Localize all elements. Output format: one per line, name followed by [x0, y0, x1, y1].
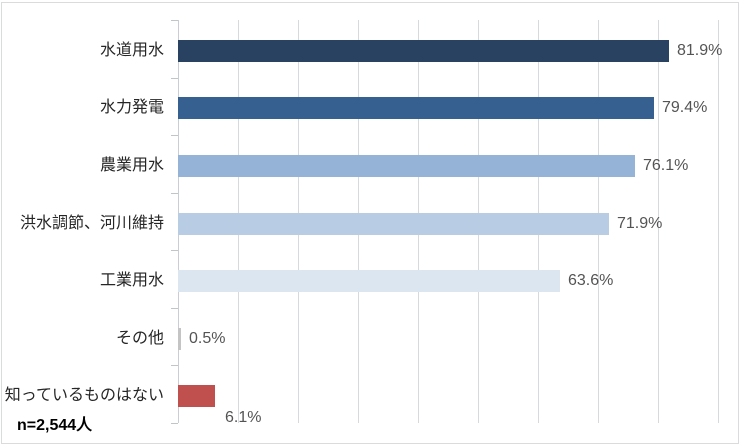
category-label: 水道用水 — [99, 42, 164, 59]
gridline — [718, 20, 719, 423]
bar — [178, 270, 560, 292]
bar — [178, 328, 181, 350]
category-label: 知っているものはない — [4, 387, 164, 404]
category-label: 工業用水 — [99, 272, 164, 289]
value-label: 71.9% — [617, 215, 663, 232]
category-label: その他 — [115, 330, 164, 347]
bar — [178, 97, 654, 119]
axis-tick — [171, 135, 178, 136]
axis-tick — [171, 308, 178, 309]
axis-tick — [171, 20, 178, 21]
bar — [178, 40, 669, 62]
value-label: 79.4% — [662, 99, 708, 116]
gridline — [658, 20, 659, 423]
bar — [178, 385, 215, 407]
axis-tick — [171, 250, 178, 251]
sample-size-label: n=2,544人 — [17, 417, 93, 434]
value-label: 6.1% — [225, 409, 262, 426]
axis-tick — [171, 423, 178, 424]
category-label: 水力発電 — [99, 99, 164, 116]
bar — [178, 155, 635, 177]
axis-tick — [171, 365, 178, 366]
category-label: 農業用水 — [99, 157, 164, 174]
value-label: 63.6% — [568, 272, 614, 289]
axis-tick — [171, 78, 178, 79]
axis-tick — [171, 193, 178, 194]
bar — [178, 213, 609, 235]
value-label: 76.1% — [643, 157, 689, 174]
category-label: 洪水調節、河川維持 — [19, 215, 164, 232]
value-label: 81.9% — [677, 42, 723, 59]
value-label: 0.5% — [189, 330, 226, 347]
